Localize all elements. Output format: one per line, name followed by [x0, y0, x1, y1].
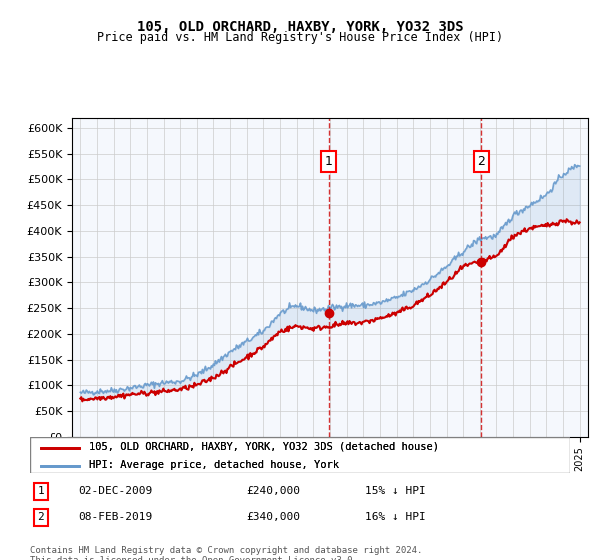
FancyBboxPatch shape — [30, 437, 570, 473]
Text: 105, OLD ORCHARD, HAXBY, YORK, YO32 3DS (detached house): 105, OLD ORCHARD, HAXBY, YORK, YO32 3DS … — [89, 442, 439, 452]
Text: HPI: Average price, detached house, York: HPI: Average price, detached house, York — [89, 460, 340, 470]
Text: £240,000: £240,000 — [246, 487, 300, 496]
Text: Contains HM Land Registry data © Crown copyright and database right 2024.
This d: Contains HM Land Registry data © Crown c… — [30, 546, 422, 560]
Text: 2: 2 — [37, 512, 44, 522]
Text: 105, OLD ORCHARD, HAXBY, YORK, YO32 3DS: 105, OLD ORCHARD, HAXBY, YORK, YO32 3DS — [137, 20, 463, 34]
Text: 105, OLD ORCHARD, HAXBY, YORK, YO32 3DS (detached house): 105, OLD ORCHARD, HAXBY, YORK, YO32 3DS … — [89, 442, 439, 452]
Text: HPI: Average price, detached house, York: HPI: Average price, detached house, York — [89, 460, 340, 470]
Text: 1: 1 — [37, 487, 44, 496]
Text: 02-DEC-2009: 02-DEC-2009 — [79, 487, 153, 496]
Text: £340,000: £340,000 — [246, 512, 300, 522]
Text: 1: 1 — [325, 155, 332, 168]
Text: 15% ↓ HPI: 15% ↓ HPI — [365, 487, 425, 496]
Text: 2: 2 — [478, 155, 485, 168]
Text: Price paid vs. HM Land Registry's House Price Index (HPI): Price paid vs. HM Land Registry's House … — [97, 31, 503, 44]
Text: 16% ↓ HPI: 16% ↓ HPI — [365, 512, 425, 522]
Text: 08-FEB-2019: 08-FEB-2019 — [79, 512, 153, 522]
